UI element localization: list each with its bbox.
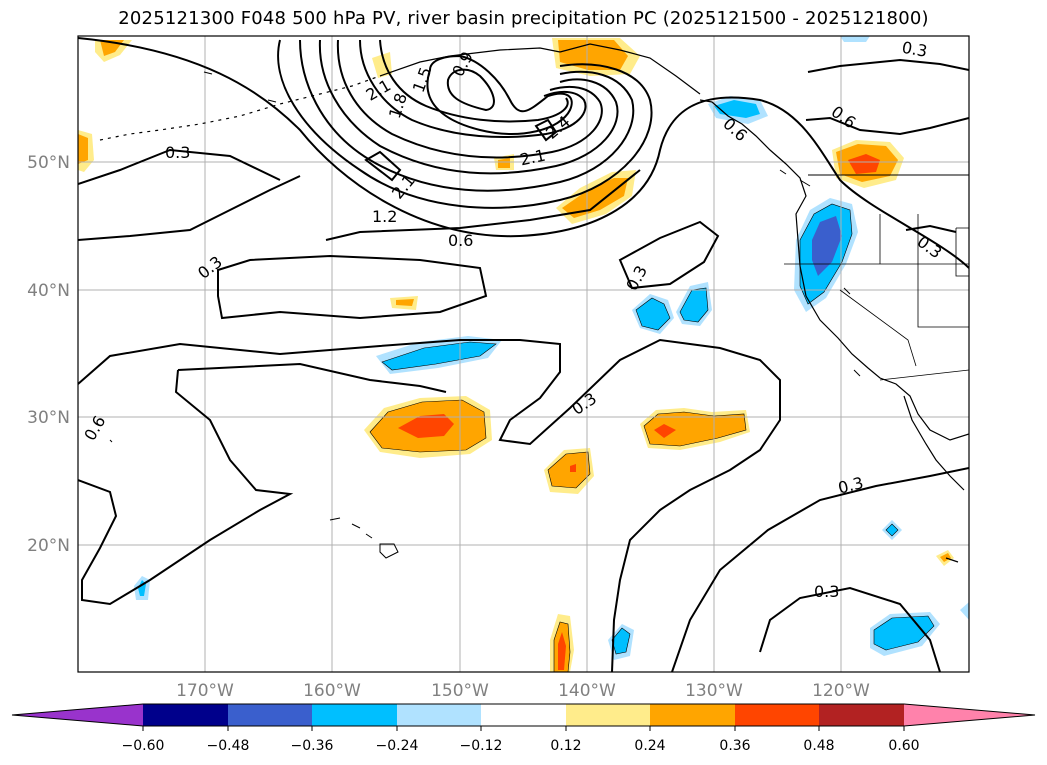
colorbar-tick-label: 0.36 [719,738,750,754]
contour-label: 0.3 [900,38,928,61]
colorbar-tick-label: 0.12 [550,738,581,754]
colorbar-bin [397,704,481,726]
lon-label: 130°W [685,681,743,701]
colorbar-over-arrow [904,704,1035,726]
lon-label: 150°W [431,681,489,701]
colorbar-tick-label: −0.60 [122,738,165,754]
colorbar-under-arrow [12,704,143,726]
map-title: 2025121300 F048 500 hPa PV, river basin … [118,8,929,29]
lat-label: 30°N [27,408,70,428]
colorbar-bin [228,704,312,726]
colorbar-tick-label: 0.48 [803,738,834,754]
colorbar-bin [143,704,228,726]
pv-contours [78,37,969,672]
gridlines [78,36,969,672]
colorbar-bin [566,704,650,726]
colorbar-bin [819,704,904,726]
contour-label: 1.2 [372,207,397,226]
colorbar-bin [650,704,735,726]
colorbar-bin [735,704,819,726]
lon-label: 170°W [176,681,234,701]
lon-label: 140°W [558,681,616,701]
coastlines [99,43,969,563]
colorbar-tick-label: −0.48 [207,738,250,754]
contour-label: 0.3 [165,143,190,162]
colorbar-tick-label: −0.12 [460,738,503,754]
lon-label: 160°W [303,681,361,701]
lat-label: 50°N [27,153,70,173]
colorbar-tick-label: −0.24 [376,738,419,754]
colorbar-tick-label: 0.24 [634,738,665,754]
lat-label: 20°N [27,536,70,556]
colorbar-tick-label: 0.60 [888,738,919,754]
contour-label: 0.3 [814,582,839,601]
lat-label: 40°N [27,281,70,301]
longitude-labels: 170°W 160°W 150°W 140°W 130°W 120°W [176,681,870,701]
contour-label: 0.6 [448,231,473,250]
colorbar: −0.60 −0.48 −0.36 −0.24 −0.12 0.12 0.24 … [11,703,1036,754]
contour-label: 2.1 [518,146,547,170]
colorbar-bin [481,704,566,726]
colorbar-tick-label: −0.36 [291,738,334,754]
plot-area [78,36,969,672]
latitude-labels: 50°N 40°N 30°N 20°N [27,153,70,556]
lon-label: 120°W [812,681,870,701]
island-outlines [109,71,861,443]
colorbar-bin [312,704,397,726]
map-frame [77,35,970,673]
